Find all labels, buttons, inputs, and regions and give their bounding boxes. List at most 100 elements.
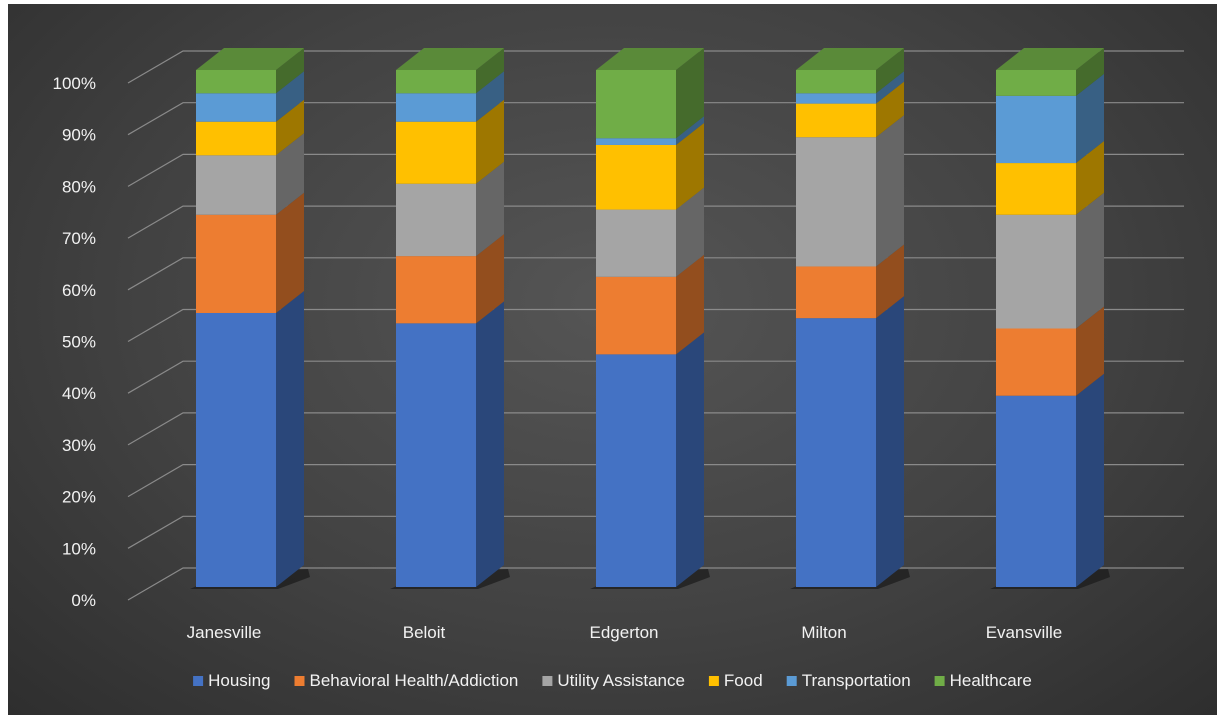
bar-segment-evansville-food <box>996 163 1076 215</box>
bar-segment-beloit-food <box>396 121 476 184</box>
y-tick-label: 50% <box>62 333 96 352</box>
y-tick-label: 30% <box>62 436 96 455</box>
bar-segment-janesville-food <box>196 121 276 156</box>
bar-segment-janesville-housing <box>196 312 276 587</box>
bar-segment-milton-transportation <box>796 93 876 104</box>
bar-segment-edgerton-transportation <box>596 138 676 145</box>
y-tick-label: 40% <box>62 384 96 403</box>
bar-side-face <box>476 161 504 257</box>
bar-side-face <box>476 99 504 184</box>
legend-swatch <box>193 676 204 686</box>
bar-side-face <box>1076 306 1104 396</box>
bar-side-face <box>676 187 704 277</box>
bar-side-face <box>1076 192 1104 329</box>
y-tick-label: 60% <box>62 281 96 300</box>
legend-swatch <box>708 676 719 686</box>
legend-label: Healthcare <box>950 671 1032 690</box>
bar-side-face <box>676 48 704 139</box>
bar-segment-beloit-transportation <box>396 93 476 122</box>
bar-segment-janesville-transportation <box>196 93 276 122</box>
bar-side-face <box>1076 373 1104 587</box>
x-category-label: Beloit <box>403 623 446 642</box>
legend-item: Healthcare <box>934 671 1032 690</box>
bar-top-face <box>596 48 704 70</box>
bar-segment-edgerton-housing <box>596 354 676 587</box>
y-tick-label: 80% <box>62 177 96 196</box>
bar-side-face <box>1076 73 1104 164</box>
y-tick-label: 20% <box>62 488 96 507</box>
y-tick-label: 10% <box>62 539 96 558</box>
bar-top-face <box>796 48 904 70</box>
bar-segment-edgerton-utility-assistance <box>596 209 676 277</box>
bar-segment-beloit-housing <box>396 323 476 587</box>
legend-item: Housing <box>193 671 270 690</box>
legend-item: Transportation <box>786 671 911 690</box>
y-tick-label: 70% <box>62 229 96 248</box>
bar-segment-edgerton-healthcare <box>596 70 676 139</box>
bar-side-face <box>876 48 904 94</box>
bar-side-face <box>476 48 504 94</box>
bar-segment-milton-food <box>796 103 876 138</box>
bar-side-face <box>276 99 304 156</box>
legend-label: Behavioral Health/Addiction <box>310 671 519 690</box>
bar-segment-beloit-behavioral-health-addiction <box>396 256 476 324</box>
bar-side-face <box>276 48 304 94</box>
bar-top-face <box>396 48 504 70</box>
bar-segment-milton-behavioral-health-addiction <box>796 266 876 319</box>
x-category-label: Janesville <box>187 623 262 642</box>
bar-side-face <box>276 290 304 587</box>
y-tick-label: 0% <box>71 591 96 610</box>
y-tick-label: 90% <box>62 126 96 145</box>
legend-label: Utility Assistance <box>557 671 685 690</box>
bar-segment-janesville-healthcare <box>196 70 276 94</box>
bar-side-face <box>676 116 704 145</box>
bar-segment-janesville-utility-assistance <box>196 155 276 215</box>
bar-segment-edgerton-behavioral-health-addiction <box>596 276 676 355</box>
legend-item: Utility Assistance <box>542 671 685 690</box>
bar-side-face <box>876 115 904 267</box>
bar-top-face <box>996 48 1104 70</box>
bar-top-face <box>196 48 304 70</box>
bar-side-face <box>276 192 304 313</box>
x-category-label: Edgerton <box>590 623 659 642</box>
bar-side-face <box>1076 141 1104 215</box>
bar-side-face <box>676 254 704 355</box>
bar-segment-milton-utility-assistance <box>796 137 876 267</box>
bar-segment-janesville-behavioral-health-addiction <box>196 214 276 313</box>
bar-side-face <box>476 301 504 587</box>
bar-side-face <box>876 81 904 138</box>
bar-segment-evansville-transportation <box>996 95 1076 164</box>
bar-side-face <box>476 71 504 122</box>
legend-swatch <box>786 676 797 686</box>
legend-swatch <box>294 676 305 686</box>
bar-side-face <box>1076 48 1104 96</box>
bar-segment-milton-housing <box>796 318 876 587</box>
bar-side-face <box>876 71 904 104</box>
bar-segment-evansville-behavioral-health-addiction <box>996 328 1076 396</box>
bar-side-face <box>676 332 704 587</box>
legend-label: Transportation <box>802 671 911 690</box>
legend-item: Food <box>708 671 763 690</box>
legend-swatch <box>934 676 945 686</box>
x-category-label: Evansville <box>986 623 1063 642</box>
bar-segment-evansville-housing <box>996 395 1076 587</box>
bar-segment-milton-healthcare <box>796 70 876 94</box>
y-tick-label: 100% <box>53 74 96 93</box>
bar-side-face <box>276 71 304 122</box>
bar-side-face <box>476 234 504 324</box>
bar-segment-beloit-utility-assistance <box>396 183 476 257</box>
bar-side-face <box>676 122 704 210</box>
legend-label: Housing <box>208 671 270 690</box>
bar-side-face <box>276 133 304 215</box>
bar-segment-beloit-healthcare <box>396 70 476 94</box>
legend-item: Behavioral Health/Addiction <box>294 671 519 690</box>
legend-label: Food <box>724 671 763 690</box>
bar-side-face <box>876 296 904 587</box>
bar-segment-evansville-healthcare <box>996 70 1076 96</box>
bar-segment-evansville-utility-assistance <box>996 214 1076 329</box>
stacked-bar-chart: 0% 10% 20% 30% 40% 50% 60% 70% 80% 90% 100% Janesv… <box>53 48 1184 690</box>
bar-segment-edgerton-food <box>596 144 676 210</box>
x-category-label: Milton <box>801 623 846 642</box>
legend-swatch <box>542 676 553 686</box>
chart-frame: 0% 10% 20% 30% 40% 50% 60% 70% 80% 90% 100% Janesv… <box>8 4 1217 715</box>
